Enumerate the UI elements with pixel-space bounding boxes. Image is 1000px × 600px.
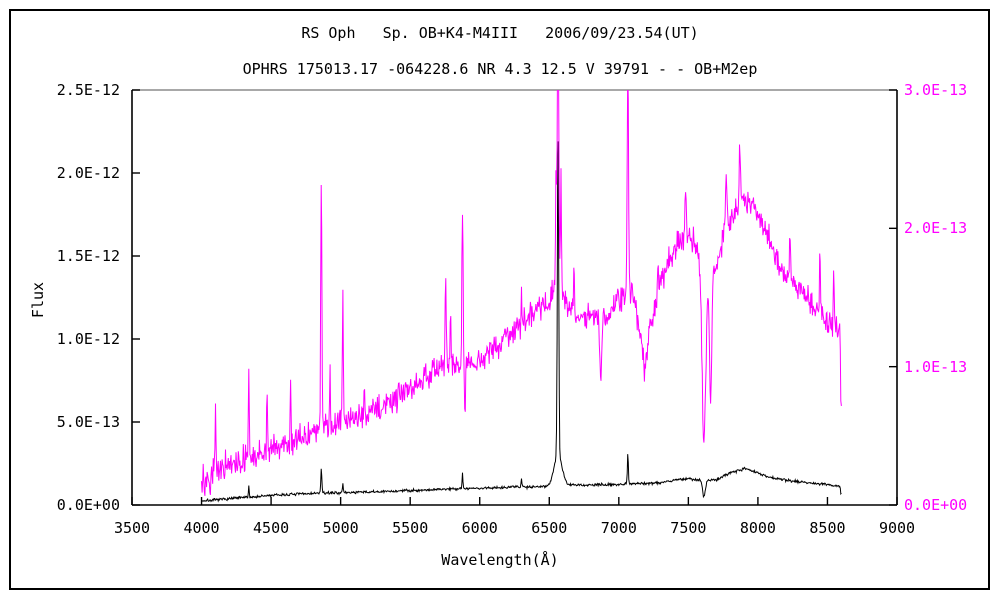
y-left-tick-label: 1.0E-12: [56, 330, 120, 348]
x-tick-label: 9000: [878, 519, 916, 537]
comparison-spectrum-magenta: [201, 90, 842, 496]
x-tick-label: 6000: [461, 519, 498, 537]
y-left-tick-label: 1.5E-12: [56, 247, 120, 265]
x-tick-label: 8500: [809, 519, 846, 537]
image-border: [9, 9, 990, 590]
y-left-tick-label: 0.0E+00: [56, 496, 120, 514]
y-left-tick-label: 2.0E-12: [56, 164, 120, 182]
x-tick-label: 7500: [670, 519, 707, 537]
y-right-tick-label: 3.0E-13: [904, 81, 968, 99]
target-spectrum-black: [201, 141, 842, 503]
x-tick-label: 4500: [253, 519, 290, 537]
x-tick-label: 8000: [739, 519, 776, 537]
chart-subtitle: OPHRS 175013.17 -064228.6 NR 4.3 12.5 V …: [242, 60, 758, 78]
x-tick-label: 5000: [322, 519, 359, 537]
x-axis-label-wavelength: Wavelength(Å): [441, 551, 559, 569]
y-left-tick-label: 5.0E-13: [56, 413, 120, 431]
y-right-tick-label: 0.0E+00: [904, 496, 968, 514]
y-left-tick-label: 2.5E-12: [56, 81, 120, 99]
x-tick-label: 7000: [600, 519, 637, 537]
y-right-tick-label: 1.0E-13: [904, 357, 968, 376]
x-tick-label: 4000: [183, 519, 220, 537]
x-tick-label: 3500: [113, 519, 151, 537]
x-tick-label: 5500: [392, 519, 429, 537]
chart-title: RS Oph Sp. OB+K4-M4III 2006/09/23.54(UT): [301, 24, 699, 42]
y-right-tick-label: 2.0E-13: [904, 219, 968, 238]
x-tick-label: 6500: [531, 519, 568, 537]
